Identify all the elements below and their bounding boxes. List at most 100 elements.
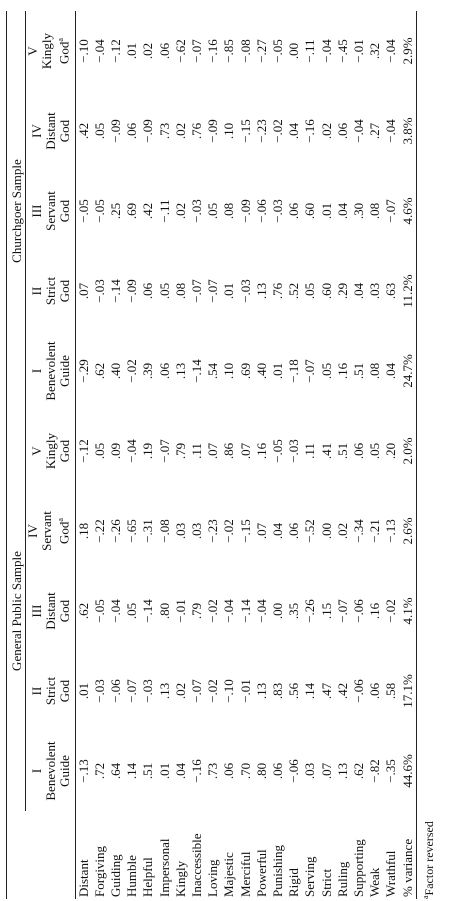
cell-value: −.05 (75, 199, 91, 223)
cell-value: −.11 (156, 199, 172, 223)
table-row: Ruling .13 .42 −.07 .02 .51 .16 .29 .04 .06 −.45 (335, 11, 351, 899)
cell-value: −.02 (221, 519, 237, 543)
cell-value: .07 (253, 522, 269, 540)
cell-value: −.45 (334, 39, 350, 63)
table-row: Strict .07 .47 .15 .00 .41 .05 .60 .01 .02 −.04 (319, 11, 335, 899)
cell-value: .56 (286, 682, 302, 700)
cell-value: .03 (367, 282, 383, 300)
cell-value: .04 (334, 202, 350, 220)
cell-value: .35 (286, 602, 302, 620)
cell-value: −.04 (253, 599, 269, 623)
cell-value: .20 (383, 442, 399, 460)
cell-value: −.02 (383, 599, 399, 623)
cell-value: .27 (367, 122, 383, 140)
row-label: Supporting (350, 839, 366, 897)
row-label: Loving (205, 859, 221, 897)
cell-value: .73 (156, 122, 172, 140)
cell-value: .04 (269, 522, 285, 540)
cell-value: −.10 (221, 679, 237, 703)
cell-value: .01 (124, 42, 140, 60)
cell-value: −.03 (91, 679, 107, 703)
cell-value: .73 (205, 762, 221, 780)
factor-name: Distant God (42, 93, 72, 169)
cell-value: .04 (350, 282, 366, 300)
cell-value: .04 (383, 362, 399, 380)
cell-value: .10 (221, 122, 237, 140)
table-row: Majestic .06 −.10 −.04 −.02 .86 .10 .01 .08 .10 −.… (221, 11, 237, 899)
cell-value: −.65 (124, 519, 140, 543)
row-label: Merciful (237, 851, 253, 897)
cell-value: .41 (318, 442, 334, 460)
factor-name-text: Kingly God (42, 432, 72, 470)
cell-value: −.03 (140, 679, 156, 703)
factor-name: Servant God (42, 173, 72, 249)
cell-value: .80 (156, 602, 172, 620)
cell-value: .76 (188, 122, 204, 140)
cell-value: .13 (172, 362, 188, 380)
cell-value: .06 (156, 42, 172, 60)
cell-value: −.29 (75, 359, 91, 383)
row-label: Impersonal (156, 838, 172, 897)
factor-numeral: IV (28, 124, 44, 138)
cell-value: .01 (75, 682, 91, 700)
column-header: IV Distant God (25, 91, 76, 171)
table-row: Serving .03 .14 −.26 −.52 .11 −.07 .05 .60 −.16 −.… (302, 11, 318, 899)
table-row: Weak −.82 .06 .16 −.21 .05 .08 .03 .08 .27 .32 (367, 11, 383, 899)
cell-value: .01 (156, 762, 172, 780)
row-label: Helpful (140, 857, 156, 897)
cell-value: .05 (318, 362, 334, 380)
cell-value: .52 (286, 282, 302, 300)
cell-value: .51 (140, 762, 156, 780)
cell-value: .13 (253, 282, 269, 300)
cell-value: 11.2% (399, 251, 417, 331)
cell-value: .02 (318, 122, 334, 140)
cell-value: .79 (188, 602, 204, 620)
cell-value: .13 (334, 762, 350, 780)
cell-value: −.02 (124, 359, 140, 383)
cell-value: .79 (172, 442, 188, 460)
cell-value: .01 (269, 362, 285, 380)
factor-numeral: III (28, 604, 44, 618)
cell-value: .08 (221, 202, 237, 220)
cell-value: −.05 (91, 599, 107, 623)
group-row: General Public Sample Churchgoer Sample (6, 11, 26, 899)
row-label: Forgiving (91, 845, 107, 897)
row-label: Serving (302, 856, 318, 897)
column-header: II Strict God (25, 251, 76, 331)
cell-value: −.06 (253, 199, 269, 223)
table-row: Supporting .62 −.06 −.06 −.34 .06 .51 .04 .30 −.0… (351, 11, 367, 899)
cell-value: −.16 (188, 759, 204, 783)
cell-value: −.04 (221, 599, 237, 623)
cell-value: .83 (269, 682, 285, 700)
cell-value: −.08 (156, 519, 172, 543)
cell-value: .05 (205, 202, 221, 220)
cell-value: .54 (205, 362, 221, 380)
cell-value: −.09 (107, 119, 123, 143)
cell-value: −.06 (350, 599, 366, 623)
cell-value: .47 (318, 682, 334, 700)
cell-value: −.02 (269, 119, 285, 143)
cell-value: −.85 (221, 39, 237, 63)
cell-value: −.05 (269, 439, 285, 463)
factor-name-text: Servant God (42, 191, 72, 231)
cell-value: −.35 (383, 759, 399, 783)
cell-value: −.14 (188, 359, 204, 383)
cell-value: .25 (107, 202, 123, 220)
cell-value: −.13 (75, 759, 91, 783)
cell-value: −.31 (140, 519, 156, 543)
cell-value: .16 (253, 442, 269, 460)
factor-name: Kingly Goda (39, 13, 71, 89)
cell-value: −.15 (237, 519, 253, 543)
row-label: Majestic (221, 852, 237, 897)
cell-value: .60 (318, 282, 334, 300)
factor-name: Kingly God (42, 413, 72, 489)
table-row: Forgiving .72 −.03 −.05 −.22 .05 .62 −.03 −.05 .0… (92, 11, 108, 899)
cell-value: .02 (172, 202, 188, 220)
cell-value: .69 (237, 362, 253, 380)
factor-name-text: Distant God (42, 112, 72, 150)
cell-value: −.06 (107, 679, 123, 703)
cell-value: −.13 (383, 519, 399, 543)
cell-value: 2.0% (399, 411, 417, 491)
row-label: Kingly (172, 860, 188, 897)
